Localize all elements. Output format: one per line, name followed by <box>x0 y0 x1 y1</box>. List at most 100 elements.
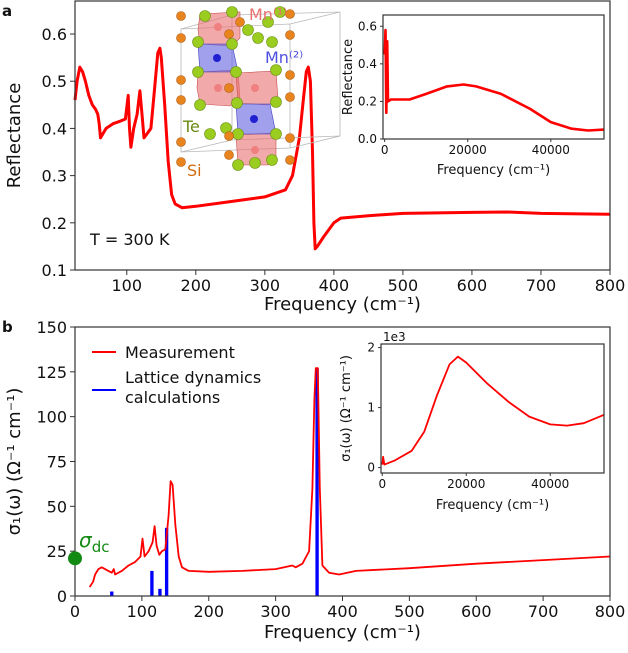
te-atom <box>192 66 204 78</box>
panel-b-inset-chart: 0 20000 40000 0 1 2 Frequency (cm⁻¹) σ₁(ω) (Ω⁻¹… <box>339 330 605 513</box>
si-atoms <box>176 9 295 167</box>
mn1-octahedra <box>196 11 279 166</box>
y-axis-label: Reflectance <box>4 83 25 189</box>
legend-calculation-label-line1: Lattice dynamics <box>125 368 261 387</box>
te-atom <box>252 32 264 44</box>
y-tick-label: 0.3 <box>42 167 67 186</box>
temperature-label: T = 300 K <box>89 230 170 249</box>
crystal-structure-illustration: Mn⁽¹⁾ Mn⁽²⁾ Te Si <box>176 5 341 180</box>
te-atom <box>270 64 282 76</box>
axes-frame <box>380 343 605 474</box>
te-atom <box>230 66 242 78</box>
y-tick-label: 0.2 <box>42 214 67 233</box>
panel-a-inset-chart: 0 20000 40000 0.0 0.2 0.4 0.6 Frequency (cm⁻¹) R… <box>341 14 605 178</box>
x-tick-label: 0 <box>381 143 389 157</box>
si-atom <box>224 150 234 160</box>
y-tick-label: 0.0 <box>358 132 377 146</box>
calculation-bar <box>150 570 154 596</box>
y-tick-label: 0.2 <box>358 94 377 108</box>
panel-b-main-chart: 0 100 200 300 400 500 600 700 800025507510012515… <box>4 318 625 643</box>
mn1-label: Mn⁽¹⁾ <box>249 5 287 24</box>
x-tick-label: 100 <box>127 602 158 621</box>
te-atom <box>249 157 261 169</box>
sigma-dc-subscript: dc <box>92 538 110 556</box>
te-atom <box>192 36 204 48</box>
si-atom <box>176 137 186 147</box>
x-tick-label: 40000 <box>532 143 570 157</box>
te-atom <box>242 24 254 36</box>
series-line <box>381 355 605 466</box>
si-atom <box>285 133 295 143</box>
x-tick-label: 0 <box>70 602 80 621</box>
x-tick-label: 800 <box>595 276 626 295</box>
y-axis-label: σ₁(ω) (Ω⁻¹ cm⁻¹) <box>339 355 354 462</box>
series-line <box>383 28 605 132</box>
panel-a-label: a <box>2 2 12 20</box>
y-axis-label: Reflectance <box>341 39 356 115</box>
y-tick-label: 75 <box>47 453 67 472</box>
x-tick-label: 700 <box>526 276 557 295</box>
x-tick-label: 500 <box>388 276 419 295</box>
series-line <box>73 46 611 251</box>
si-atom <box>176 33 186 43</box>
x-tick-label: 200 <box>193 602 224 621</box>
x-tick-label: 500 <box>394 602 425 621</box>
sigma-dc-symbol: σ <box>79 528 93 552</box>
y-tick-label: 0.4 <box>358 57 377 71</box>
y-tick-label: 100 <box>36 408 67 427</box>
y-tick-label: 0.5 <box>42 72 67 91</box>
legend-measurement-label: Measurement <box>125 343 235 362</box>
x-tick-label: 20000 <box>449 143 487 157</box>
si-atom <box>224 131 234 141</box>
x-tick-label: 0 <box>378 477 386 491</box>
si-atom <box>285 9 295 19</box>
x-axis-label: Frequency (cm⁻¹) <box>436 498 549 513</box>
x-axis-label: Frequency (cm⁻¹) <box>437 163 550 178</box>
x-tick-label: 40000 <box>531 477 569 491</box>
te-atom <box>266 154 278 166</box>
te-atom <box>226 6 238 18</box>
inset-background <box>381 344 604 473</box>
x-tick-label: 100 <box>112 276 143 295</box>
panel-b-label: b <box>2 318 13 336</box>
legend-calculation-label-line2: calculations <box>125 388 220 407</box>
y-tick-label: 0.6 <box>358 19 377 33</box>
y-axis-label: σ₁(ω) (Ω⁻¹ cm⁻¹) <box>4 388 25 536</box>
inset-background <box>383 15 604 139</box>
x-tick-label: 800 <box>595 602 626 621</box>
x-axis-label: Frequency (cm⁻¹) <box>264 622 421 643</box>
series-line <box>88 367 611 588</box>
y-tick-label: 2 <box>367 341 375 355</box>
x-tick-label: 700 <box>528 602 559 621</box>
calculation-bar <box>158 588 162 596</box>
x-tick-label: 200 <box>181 276 212 295</box>
sigma-dc-point <box>68 551 82 566</box>
calculation-bar <box>315 368 319 596</box>
te-label: Te <box>182 117 200 136</box>
si-atom <box>285 92 295 102</box>
y-scale-offset-label: 1e3 <box>383 330 406 344</box>
te-atom <box>262 16 274 28</box>
si-atom <box>176 11 186 21</box>
te-atom <box>194 99 206 111</box>
x-tick-label: 600 <box>461 602 492 621</box>
y-tick-label: 150 <box>36 318 67 337</box>
sigma-dc-label: σdc <box>79 528 109 556</box>
te-atom <box>204 128 216 140</box>
y-tick-label: 25 <box>47 542 67 561</box>
te-atom <box>274 6 286 18</box>
y-tick-label: 0.1 <box>42 261 67 280</box>
y-tick-label: 0 <box>57 587 67 606</box>
x-tick-label: 20000 <box>447 477 485 491</box>
te-atom <box>232 128 244 140</box>
te-atom <box>231 97 243 109</box>
panel-a-main-chart: 100 200 300 400 500 600 700 800 0.1 0.2 0.3 0.4 0.5 0… <box>4 0 626 315</box>
x-tick-label: 600 <box>457 276 488 295</box>
si-atom <box>224 83 234 93</box>
te-atom <box>266 36 278 48</box>
si-atom <box>176 75 186 85</box>
si-atom <box>235 17 245 27</box>
si-atom <box>285 30 295 40</box>
te-atom <box>232 159 244 171</box>
